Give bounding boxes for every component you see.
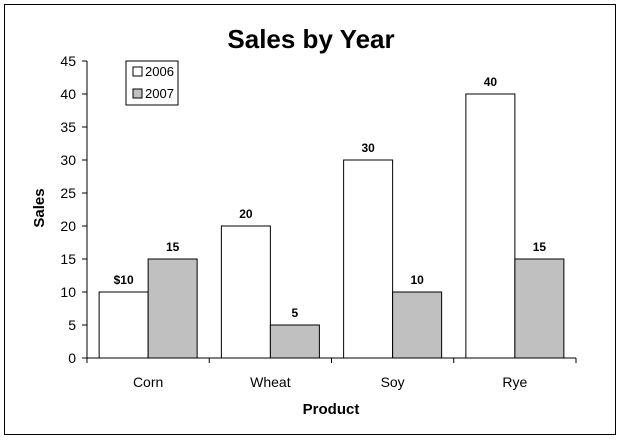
legend-label-2006: 2006	[145, 64, 174, 79]
data-label-corn-2007: 15	[166, 240, 180, 254]
legend: 2006 2007	[125, 60, 179, 106]
legend-label-2007: 2007	[145, 86, 174, 101]
data-label-corn-2006: $10	[114, 273, 134, 287]
x-tick-label-corn: Corn	[133, 374, 163, 390]
bar-wheat-2007	[269, 324, 320, 359]
plot-area: $10 20 30 40 15 5 10 15 0 5 10 15 20 25 30 35 40 45 Corn Wh…	[60, 53, 577, 390]
data-label-soy-2007: 10	[410, 273, 424, 287]
y-tick-label: 15	[60, 251, 76, 267]
x-axis-label: Product	[303, 401, 360, 418]
bar-soy-2006	[343, 159, 394, 359]
bar-soy-2007	[392, 291, 443, 359]
y-tick-label: 5	[68, 317, 76, 333]
y-tick-label: 30	[60, 152, 76, 168]
y-tick-label: 25	[60, 185, 76, 201]
y-tick-label: 0	[68, 350, 76, 366]
data-label-soy-2006: 30	[361, 141, 375, 155]
chart-title: Sales by Year	[227, 24, 394, 54]
data-label-wheat-2007: 5	[292, 306, 299, 320]
y-tick-label: 20	[60, 218, 76, 234]
bar-wheat-2006	[220, 225, 271, 359]
data-label-wheat-2006: 20	[239, 207, 253, 221]
legend-swatch-2006	[132, 66, 143, 77]
bar-rye-2007	[514, 258, 565, 359]
y-axis-label: Sales	[31, 188, 48, 227]
data-label-rye-2006: 40	[484, 75, 498, 89]
legend-swatch-2007	[132, 88, 143, 99]
bar-corn-2007	[147, 258, 198, 359]
bar-rye-2006	[465, 93, 516, 359]
y-tick-label: 45	[60, 53, 76, 69]
x-tick-label-rye: Rye	[502, 374, 527, 390]
bar-corn-2006	[98, 291, 149, 359]
y-tick-label: 35	[60, 119, 76, 135]
x-tick-label-soy: Soy	[381, 374, 405, 390]
data-label-rye-2007: 15	[533, 240, 547, 254]
x-tick-label-wheat: Wheat	[250, 374, 291, 390]
y-tick-label: 40	[60, 86, 76, 102]
y-tick-label: 10	[60, 284, 76, 300]
